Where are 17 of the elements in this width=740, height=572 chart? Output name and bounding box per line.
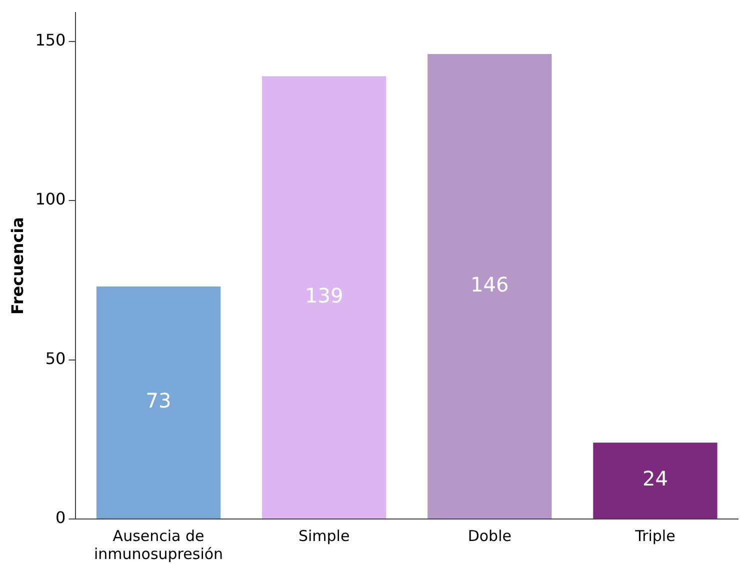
bar xyxy=(96,286,221,518)
x-tick-label: Simple xyxy=(298,526,350,545)
y-tick-label: 50 xyxy=(45,348,66,368)
y-tick-label: 150 xyxy=(35,30,66,50)
y-tick-label: 100 xyxy=(35,190,66,209)
y-tick-label: 0 xyxy=(56,508,66,528)
x-tick-label: Triple xyxy=(634,526,676,545)
bar xyxy=(593,442,718,518)
y-axis-title: Frecuencia xyxy=(8,217,27,315)
bar xyxy=(428,54,552,518)
data-label: 24 xyxy=(642,466,668,491)
data-label: 139 xyxy=(304,284,344,308)
x-tick-label: Doble xyxy=(468,526,512,545)
bar xyxy=(262,76,386,518)
data-label: 73 xyxy=(146,388,172,413)
x-tick-label: Ausencia de inmunosupresión xyxy=(94,526,224,563)
data-label: 146 xyxy=(470,272,509,296)
